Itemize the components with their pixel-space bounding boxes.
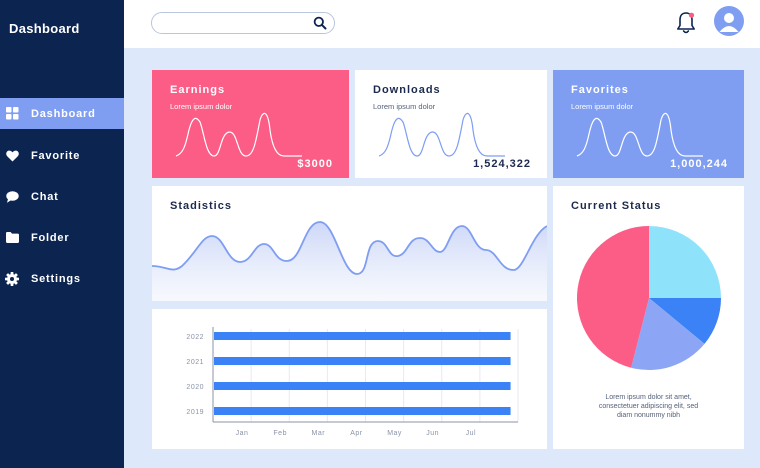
chat-bubble-icon bbox=[5, 190, 19, 204]
status-pie-chart bbox=[577, 226, 721, 370]
statistics-wave-chart bbox=[152, 221, 547, 301]
gear-icon bbox=[5, 271, 19, 286]
search-icon[interactable] bbox=[313, 16, 327, 30]
y-tick-label: 2022 bbox=[186, 334, 204, 341]
x-tick-label: May bbox=[387, 430, 402, 437]
bar-2021 bbox=[214, 357, 511, 365]
sidebar-item-label: Dashboard bbox=[31, 107, 96, 120]
earnings-card: Earnings Lorem ipsum dolor $3000 bbox=[152, 70, 349, 178]
x-tick-label: Mar bbox=[312, 430, 326, 437]
bar-2020 bbox=[214, 382, 511, 390]
downloads-card: Downloads Lorem ipsum dolor 1,524,322 bbox=[355, 70, 547, 178]
bar-2019 bbox=[214, 407, 511, 415]
earnings-sparkline bbox=[175, 112, 302, 157]
sidebar-item-label: Favorite bbox=[31, 149, 81, 162]
avatar[interactable] bbox=[714, 6, 744, 36]
sidebar-item-favorite[interactable]: Favorite bbox=[0, 140, 124, 171]
y-tick-label: 2021 bbox=[186, 359, 204, 366]
y-tick-label: 2019 bbox=[186, 409, 204, 416]
sidebar-item-label: Folder bbox=[31, 231, 70, 244]
app-title: Dashboard bbox=[9, 21, 80, 36]
sidebar-item-label: Settings bbox=[31, 272, 81, 285]
status-caption-line: Lorem ipsum dolor sit amet, bbox=[605, 394, 692, 401]
pie-slice-0 bbox=[649, 226, 721, 298]
x-tick-label: Apr bbox=[350, 430, 363, 437]
search-box bbox=[151, 12, 335, 34]
sidebar-item-chat[interactable]: Chat bbox=[0, 181, 124, 212]
x-tick-label: Jun bbox=[426, 430, 439, 437]
heart-icon bbox=[5, 149, 19, 163]
sidebar: Dashboard Dashboard Favorite Chat Folder bbox=[0, 0, 124, 468]
grid-icon bbox=[5, 107, 19, 121]
earnings-title: Earnings bbox=[170, 84, 226, 96]
favorites-subtitle: Lorem ipsum dolor bbox=[571, 102, 634, 111]
current-status-title: Current Status bbox=[571, 200, 662, 212]
downloads-value: 1,524,322 bbox=[473, 158, 531, 170]
earnings-subtitle: Lorem ipsum dolor bbox=[170, 102, 233, 111]
folder-icon bbox=[5, 231, 19, 245]
favorites-card: Favorites Lorem ipsum dolor 1,000,244 bbox=[553, 70, 744, 178]
x-tick-label: Feb bbox=[273, 430, 287, 437]
sidebar-item-label: Chat bbox=[31, 190, 59, 203]
y-tick-label: 2020 bbox=[186, 384, 204, 391]
yearly-bar-chart: 2022 2021 2020 2019 Jan Feb Mar Apr May Jun Jul bbox=[186, 327, 519, 437]
bar-chart-card: 2022 2021 2020 2019 Jan Feb Mar Apr May Jun Jul bbox=[152, 309, 547, 449]
x-tick-label: Jul bbox=[466, 430, 476, 437]
downloads-title: Downloads bbox=[373, 84, 441, 96]
notification-bell-icon[interactable] bbox=[675, 10, 697, 36]
x-tick-label: Jan bbox=[236, 430, 249, 437]
status-caption-line: consectetuer adipiscing elit, sed bbox=[598, 403, 699, 410]
sidebar-item-folder[interactable]: Folder bbox=[0, 222, 124, 253]
favorites-sparkline bbox=[576, 112, 703, 157]
downloads-subtitle: Lorem ipsum dolor bbox=[373, 102, 436, 111]
sidebar-item-dashboard[interactable]: Dashboard bbox=[0, 98, 124, 129]
favorites-title: Favorites bbox=[571, 84, 629, 96]
pie-slice-2 bbox=[631, 298, 705, 370]
status-caption-line: diam nonummy nibh bbox=[616, 412, 681, 419]
earnings-value: $3000 bbox=[297, 158, 333, 170]
statistics-card: Stadistics bbox=[152, 186, 547, 301]
favorites-value: 1,000,244 bbox=[670, 158, 728, 170]
current-status-card: Current Status Lorem ipsum dolor sit ame… bbox=[553, 186, 744, 449]
downloads-sparkline bbox=[378, 112, 505, 157]
top-bar bbox=[124, 0, 760, 48]
statistics-title: Stadistics bbox=[170, 200, 232, 212]
bar-2022 bbox=[214, 332, 511, 340]
sidebar-item-settings[interactable]: Settings bbox=[0, 263, 124, 294]
pie-slice-3 bbox=[577, 226, 649, 368]
search-input[interactable] bbox=[162, 16, 302, 30]
pie-slice-1 bbox=[649, 298, 721, 344]
